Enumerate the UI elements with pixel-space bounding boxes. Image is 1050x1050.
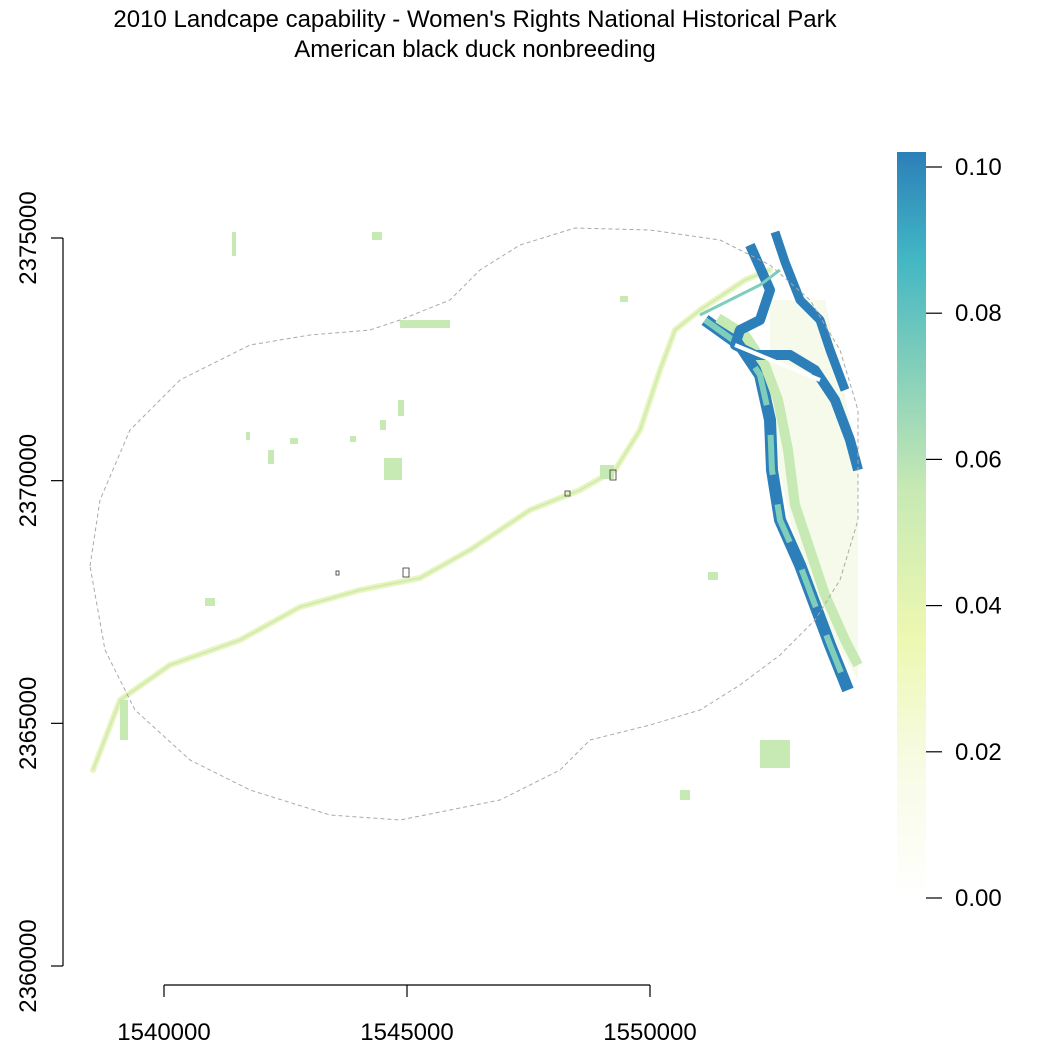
buffer-boundary (89, 227, 859, 821)
x-tick-label: 1540000 (117, 1019, 210, 1046)
x-axis: 1540000 1545000 1550000 (117, 984, 697, 1046)
y-tick-label: 2360000 (15, 919, 42, 1012)
legend-tick-label: 0.06 (955, 446, 1002, 473)
map-title: 2010 Landcape capability - Women's Right… (113, 6, 837, 33)
map-subtitle: American black duck nonbreeding (294, 36, 656, 63)
y-tick-label: 2375000 (15, 191, 42, 284)
legend-colorbar (897, 152, 926, 898)
legend-tick-label: 0.02 (955, 739, 1002, 766)
capability-raster (90, 230, 863, 800)
y-axis: 2360000 2365000 2370000 2375000 (15, 191, 64, 1013)
park-unit (402, 567, 410, 578)
legend-tick-label: 0.08 (955, 300, 1002, 327)
raster-inlet (699, 268, 781, 317)
park-unit (335, 570, 340, 576)
x-tick-label: 1550000 (603, 1019, 696, 1046)
park-units (335, 469, 617, 578)
y-tick-label: 2365000 (15, 677, 42, 770)
raster-river-channel (92, 269, 771, 771)
legend-tick-label: 0.10 (955, 154, 1002, 181)
legend-tick-label: 0.00 (955, 885, 1002, 912)
raster-wetland-patches (120, 232, 790, 800)
y-tick-label: 2370000 (15, 434, 42, 527)
park-unit (609, 469, 617, 481)
raster-lakeshore-west (701, 315, 854, 693)
x-tick-label: 1545000 (360, 1019, 453, 1046)
raster-causeway (734, 343, 821, 382)
park-unit (564, 490, 571, 497)
legend-tick-label: 0.04 (955, 593, 1002, 620)
legend: 0.00 0.02 0.04 0.06 0.08 0.10 (897, 152, 1002, 912)
raster-lakeshore-northeast (770, 230, 850, 392)
